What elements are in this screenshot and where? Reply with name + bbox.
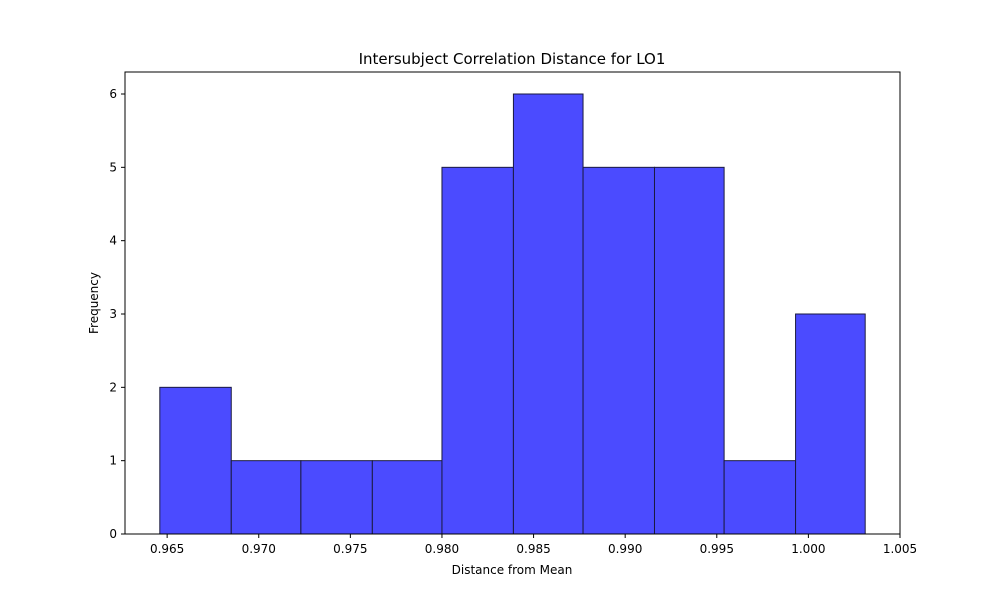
x-axis-ticks: 0.965 0.970 0.975 0.980 0.985 0.990 0.995 1.000… — [150, 534, 917, 556]
x-axis-label: Distance from Mean — [452, 563, 573, 577]
bars-layer — [159, 93, 866, 535]
y-tick-label: 6 — [109, 87, 117, 101]
y-tick-label: 5 — [109, 160, 117, 174]
chart-title: Intersubject Correlation Distance for LO… — [359, 50, 666, 68]
y-tick-label: 3 — [109, 307, 117, 321]
x-tick-label: 0.975 — [333, 542, 367, 556]
histogram-bar — [159, 386, 232, 535]
histogram-bar — [582, 166, 655, 535]
y-tick-label: 0 — [109, 527, 117, 541]
y-tick-label: 4 — [109, 234, 117, 248]
histogram-bar — [512, 93, 584, 535]
y-tick-label: 2 — [109, 380, 117, 394]
x-tick-label: 1.005 — [883, 542, 917, 556]
plot-frame — [124, 71, 901, 535]
histogram-bar — [723, 460, 797, 535]
x-tick-label: 0.995 — [700, 542, 734, 556]
histogram-bar — [653, 166, 725, 535]
histogram-bar — [230, 460, 302, 535]
histogram-bar — [300, 460, 373, 535]
x-tick-label: 0.970 — [242, 542, 276, 556]
y-tick-label: 1 — [109, 454, 117, 468]
histogram-bar — [795, 313, 866, 535]
x-tick-label: 0.980 — [425, 542, 459, 556]
y-axis-ticks: 0 1 2 3 4 5 6 — [109, 87, 125, 541]
histogram-bar — [441, 166, 514, 535]
x-tick-label: 0.990 — [608, 542, 642, 556]
x-tick-label: 0.965 — [150, 542, 184, 556]
x-tick-label: 1.000 — [791, 542, 825, 556]
x-tick-label: 0.985 — [516, 542, 550, 556]
y-axis-label: Frequency — [87, 272, 101, 334]
histogram-bar — [371, 460, 443, 535]
